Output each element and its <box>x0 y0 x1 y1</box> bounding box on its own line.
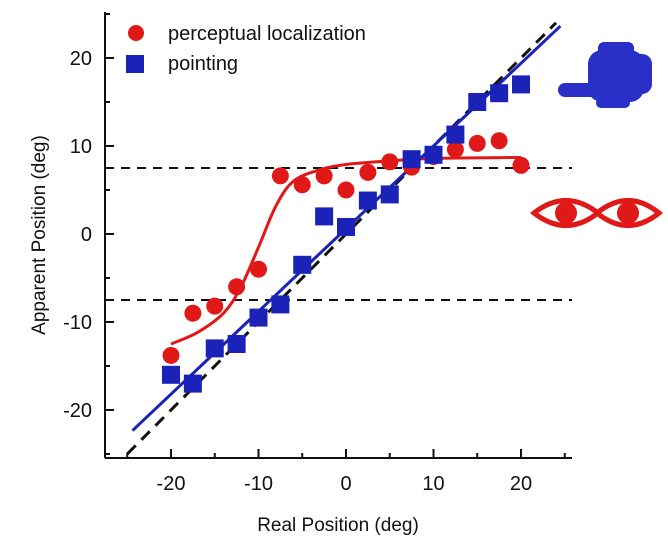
data-point-pointing <box>249 308 268 327</box>
data-point-pointing <box>468 93 487 111</box>
data-point-perceptual <box>337 181 355 199</box>
data-point-pointing <box>227 335 246 353</box>
data-point-perceptual <box>381 153 399 171</box>
data-point-pointing <box>293 255 312 274</box>
data-point-perceptual <box>359 163 377 181</box>
legend-marker-pointing <box>126 55 144 73</box>
axis-ticks <box>105 13 566 458</box>
y-tick-label: 0 <box>81 224 92 246</box>
legend: perceptual localization pointing <box>126 23 366 75</box>
data-point-pointing <box>402 150 421 169</box>
legend-label-perceptual: perceptual localization <box>168 23 366 45</box>
x-tick-label: 10 <box>422 473 444 495</box>
data-point-pointing <box>205 339 224 358</box>
y-tick-label: -20 <box>63 400 92 422</box>
pointing-hand-icon <box>558 42 652 108</box>
y-tick-label: 20 <box>70 48 92 70</box>
legend-label-pointing: pointing <box>168 53 238 75</box>
x-axis-title: Real Position (deg) <box>257 515 419 536</box>
data-point-perceptual <box>162 346 180 364</box>
y-axis-title: Apparent Position (deg) <box>29 135 50 335</box>
x-tick-label: -20 <box>157 473 186 495</box>
y-tick-label: 10 <box>70 136 92 158</box>
data-point-pointing <box>358 191 377 210</box>
axis-tick-labels: -20 -10 0 10 20 -20 -10 0 10 20 <box>63 48 532 495</box>
data-markers <box>162 75 530 393</box>
data-point-perceptual <box>250 260 267 278</box>
data-point-perceptual <box>271 167 289 185</box>
data-point-perceptual <box>206 297 224 315</box>
x-tick-label: 20 <box>510 473 532 495</box>
y-tick-label: -10 <box>63 312 92 334</box>
data-point-pointing <box>424 145 443 164</box>
data-point-pointing <box>490 84 509 103</box>
data-point-perceptual <box>293 176 311 194</box>
data-point-pointing <box>512 75 530 94</box>
data-point-pointing <box>380 185 399 204</box>
data-point-pointing <box>183 374 202 393</box>
data-point-perceptual <box>315 167 333 185</box>
fit-curve-perceptual <box>170 155 522 346</box>
eyes-icon <box>529 198 663 228</box>
x-tick-label: 0 <box>340 473 351 495</box>
data-point-pointing <box>337 217 355 236</box>
data-point-perceptual <box>184 304 202 322</box>
data-point-pointing <box>446 125 465 144</box>
data-point-pointing <box>315 207 334 226</box>
data-point-pointing <box>162 365 180 384</box>
data-point-perceptual <box>490 132 508 150</box>
legend-marker-perceptual <box>128 25 144 41</box>
data-point-perceptual <box>468 134 486 152</box>
right-eye-icon <box>593 198 663 228</box>
data-point-perceptual <box>512 156 530 174</box>
left-eye-icon <box>529 198 603 228</box>
data-point-perceptual <box>228 278 246 296</box>
data-point-perceptual <box>446 141 464 159</box>
data-point-pointing <box>271 295 290 314</box>
x-tick-label: -10 <box>244 473 273 495</box>
